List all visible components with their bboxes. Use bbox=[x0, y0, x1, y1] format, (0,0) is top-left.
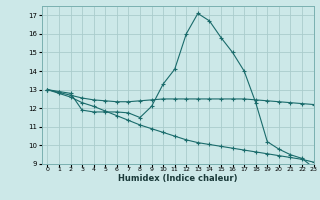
X-axis label: Humidex (Indice chaleur): Humidex (Indice chaleur) bbox=[118, 174, 237, 183]
